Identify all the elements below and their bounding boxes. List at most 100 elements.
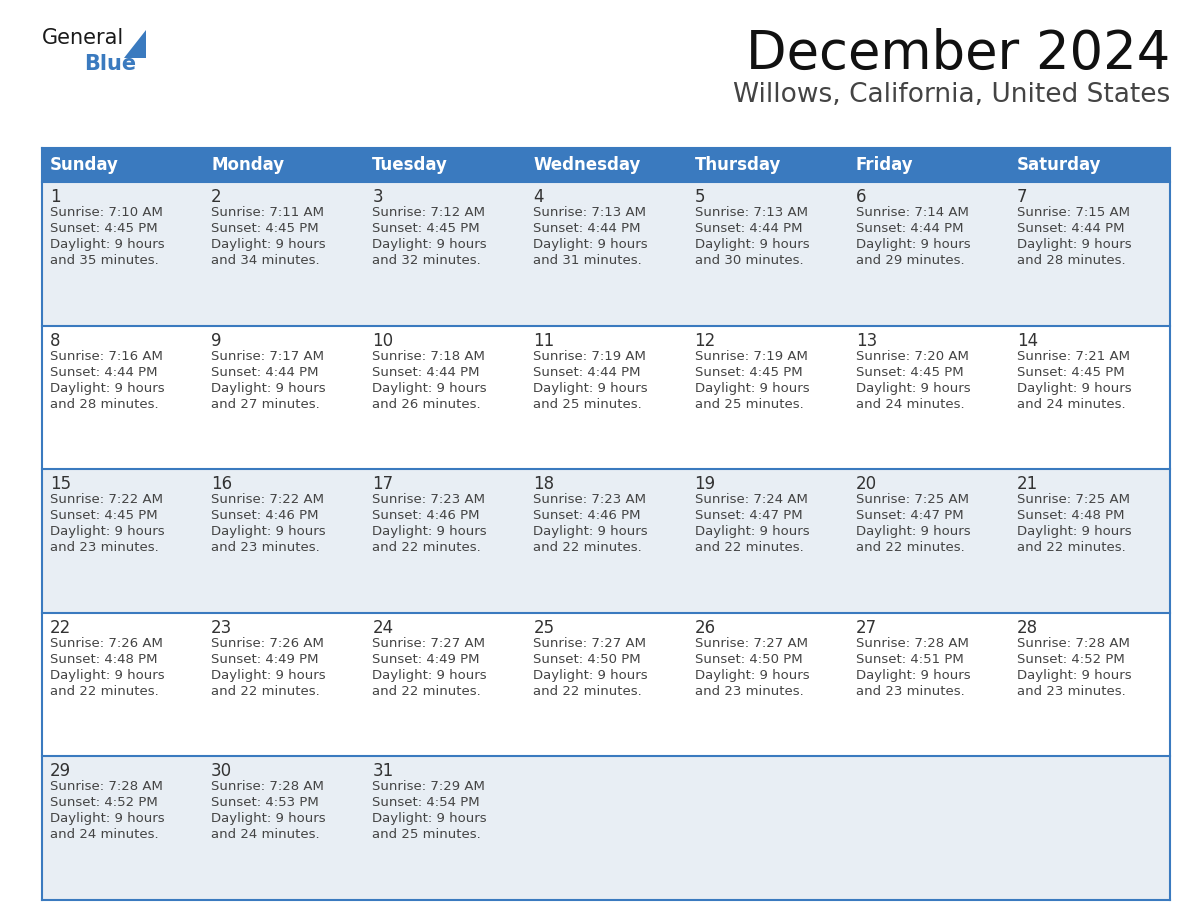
Text: and 28 minutes.: and 28 minutes. xyxy=(50,397,159,410)
Text: 7: 7 xyxy=(1017,188,1028,206)
Text: 10: 10 xyxy=(372,331,393,350)
Text: Sunrise: 7:25 AM: Sunrise: 7:25 AM xyxy=(855,493,968,506)
Text: and 26 minutes.: and 26 minutes. xyxy=(372,397,481,410)
Text: December 2024: December 2024 xyxy=(746,28,1170,80)
Text: Sunrise: 7:16 AM: Sunrise: 7:16 AM xyxy=(50,350,163,363)
Text: Daylight: 9 hours: Daylight: 9 hours xyxy=(855,382,971,395)
Text: Willows, California, United States: Willows, California, United States xyxy=(733,82,1170,108)
Text: Daylight: 9 hours: Daylight: 9 hours xyxy=(855,238,971,251)
Text: and 32 minutes.: and 32 minutes. xyxy=(372,254,481,267)
Text: and 25 minutes.: and 25 minutes. xyxy=(372,828,481,842)
Text: 20: 20 xyxy=(855,476,877,493)
Text: Daylight: 9 hours: Daylight: 9 hours xyxy=(50,525,165,538)
Bar xyxy=(42,148,1170,182)
Text: 13: 13 xyxy=(855,331,877,350)
Text: Sunrise: 7:27 AM: Sunrise: 7:27 AM xyxy=(533,637,646,650)
Text: 23: 23 xyxy=(211,619,233,637)
Text: Sunrise: 7:17 AM: Sunrise: 7:17 AM xyxy=(211,350,324,363)
Text: 24: 24 xyxy=(372,619,393,637)
Text: 14: 14 xyxy=(1017,331,1038,350)
Text: Daylight: 9 hours: Daylight: 9 hours xyxy=(855,525,971,538)
Text: 31: 31 xyxy=(372,763,393,780)
Text: Sunset: 4:44 PM: Sunset: 4:44 PM xyxy=(211,365,318,378)
Text: 17: 17 xyxy=(372,476,393,493)
Text: Blue: Blue xyxy=(84,54,137,74)
Text: Daylight: 9 hours: Daylight: 9 hours xyxy=(1017,525,1131,538)
Text: Daylight: 9 hours: Daylight: 9 hours xyxy=(695,238,809,251)
Bar xyxy=(42,326,1170,469)
Text: Sunrise: 7:19 AM: Sunrise: 7:19 AM xyxy=(533,350,646,363)
Text: Sunset: 4:45 PM: Sunset: 4:45 PM xyxy=(855,365,963,378)
Text: Daylight: 9 hours: Daylight: 9 hours xyxy=(50,669,165,682)
Text: 30: 30 xyxy=(211,763,233,780)
Text: Daylight: 9 hours: Daylight: 9 hours xyxy=(372,238,487,251)
Text: Sunrise: 7:21 AM: Sunrise: 7:21 AM xyxy=(1017,350,1130,363)
Text: Sunset: 4:44 PM: Sunset: 4:44 PM xyxy=(533,222,642,235)
Text: Sunrise: 7:29 AM: Sunrise: 7:29 AM xyxy=(372,780,485,793)
Text: Sunrise: 7:22 AM: Sunrise: 7:22 AM xyxy=(211,493,324,506)
Text: and 23 minutes.: and 23 minutes. xyxy=(211,542,320,554)
Text: Sunset: 4:44 PM: Sunset: 4:44 PM xyxy=(855,222,963,235)
Text: Daylight: 9 hours: Daylight: 9 hours xyxy=(533,525,647,538)
Text: Daylight: 9 hours: Daylight: 9 hours xyxy=(695,382,809,395)
Text: Sunrise: 7:19 AM: Sunrise: 7:19 AM xyxy=(695,350,808,363)
Text: Sunrise: 7:11 AM: Sunrise: 7:11 AM xyxy=(211,206,324,219)
Text: Sunrise: 7:13 AM: Sunrise: 7:13 AM xyxy=(695,206,808,219)
Text: Sunrise: 7:13 AM: Sunrise: 7:13 AM xyxy=(533,206,646,219)
Text: Daylight: 9 hours: Daylight: 9 hours xyxy=(211,525,326,538)
Text: Sunset: 4:51 PM: Sunset: 4:51 PM xyxy=(855,653,963,666)
Text: 4: 4 xyxy=(533,188,544,206)
Text: and 22 minutes.: and 22 minutes. xyxy=(1017,542,1125,554)
Text: Daylight: 9 hours: Daylight: 9 hours xyxy=(533,238,647,251)
Text: 16: 16 xyxy=(211,476,233,493)
Text: Sunset: 4:52 PM: Sunset: 4:52 PM xyxy=(1017,653,1125,666)
Text: 27: 27 xyxy=(855,619,877,637)
Text: and 22 minutes.: and 22 minutes. xyxy=(372,542,481,554)
Text: Sunrise: 7:22 AM: Sunrise: 7:22 AM xyxy=(50,493,163,506)
Text: 15: 15 xyxy=(50,476,71,493)
Text: Daylight: 9 hours: Daylight: 9 hours xyxy=(372,812,487,825)
Text: and 23 minutes.: and 23 minutes. xyxy=(695,685,803,698)
Text: Sunset: 4:44 PM: Sunset: 4:44 PM xyxy=(533,365,642,378)
Text: and 24 minutes.: and 24 minutes. xyxy=(855,397,965,410)
Text: Sunset: 4:44 PM: Sunset: 4:44 PM xyxy=(695,222,802,235)
Text: and 24 minutes.: and 24 minutes. xyxy=(211,828,320,842)
Text: and 25 minutes.: and 25 minutes. xyxy=(533,397,643,410)
Text: Daylight: 9 hours: Daylight: 9 hours xyxy=(50,382,165,395)
Text: Sunrise: 7:15 AM: Sunrise: 7:15 AM xyxy=(1017,206,1130,219)
Text: Sunrise: 7:23 AM: Sunrise: 7:23 AM xyxy=(372,493,485,506)
Text: Sunset: 4:52 PM: Sunset: 4:52 PM xyxy=(50,797,158,810)
Text: 18: 18 xyxy=(533,476,555,493)
Text: 26: 26 xyxy=(695,619,715,637)
Text: Sunset: 4:50 PM: Sunset: 4:50 PM xyxy=(533,653,642,666)
Text: and 35 minutes.: and 35 minutes. xyxy=(50,254,159,267)
Text: Sunday: Sunday xyxy=(50,156,119,174)
Text: and 22 minutes.: and 22 minutes. xyxy=(855,542,965,554)
Text: Sunset: 4:45 PM: Sunset: 4:45 PM xyxy=(211,222,318,235)
Text: Sunset: 4:46 PM: Sunset: 4:46 PM xyxy=(372,509,480,522)
Text: Wednesday: Wednesday xyxy=(533,156,640,174)
Text: Daylight: 9 hours: Daylight: 9 hours xyxy=(1017,382,1131,395)
Text: Sunrise: 7:28 AM: Sunrise: 7:28 AM xyxy=(855,637,968,650)
Text: Sunrise: 7:27 AM: Sunrise: 7:27 AM xyxy=(372,637,485,650)
Text: Daylight: 9 hours: Daylight: 9 hours xyxy=(50,812,165,825)
Text: 29: 29 xyxy=(50,763,71,780)
Text: 2: 2 xyxy=(211,188,222,206)
Text: Sunrise: 7:28 AM: Sunrise: 7:28 AM xyxy=(211,780,324,793)
Text: Sunrise: 7:26 AM: Sunrise: 7:26 AM xyxy=(50,637,163,650)
Text: Daylight: 9 hours: Daylight: 9 hours xyxy=(695,669,809,682)
Text: Daylight: 9 hours: Daylight: 9 hours xyxy=(855,669,971,682)
Text: Daylight: 9 hours: Daylight: 9 hours xyxy=(372,525,487,538)
Text: Daylight: 9 hours: Daylight: 9 hours xyxy=(533,669,647,682)
Text: Sunrise: 7:26 AM: Sunrise: 7:26 AM xyxy=(211,637,324,650)
Text: Sunset: 4:54 PM: Sunset: 4:54 PM xyxy=(372,797,480,810)
Text: Sunrise: 7:20 AM: Sunrise: 7:20 AM xyxy=(855,350,968,363)
Text: Daylight: 9 hours: Daylight: 9 hours xyxy=(372,382,487,395)
Text: Saturday: Saturday xyxy=(1017,156,1101,174)
Text: Sunset: 4:45 PM: Sunset: 4:45 PM xyxy=(50,509,158,522)
Text: and 22 minutes.: and 22 minutes. xyxy=(695,542,803,554)
Text: and 31 minutes.: and 31 minutes. xyxy=(533,254,643,267)
Text: Sunrise: 7:27 AM: Sunrise: 7:27 AM xyxy=(695,637,808,650)
Text: and 29 minutes.: and 29 minutes. xyxy=(855,254,965,267)
Text: and 23 minutes.: and 23 minutes. xyxy=(855,685,965,698)
